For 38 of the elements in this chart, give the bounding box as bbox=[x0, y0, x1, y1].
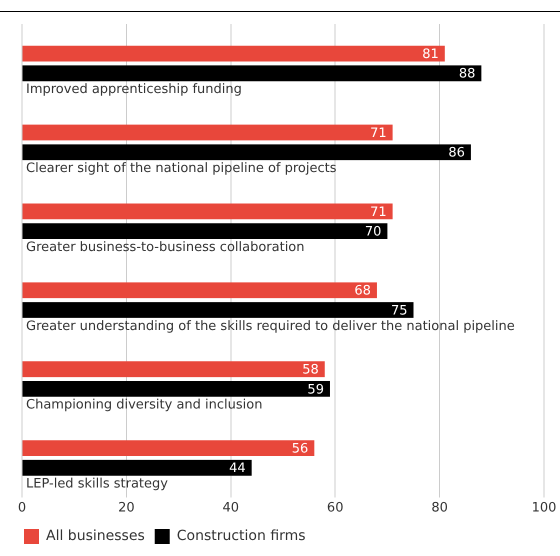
bar bbox=[22, 440, 314, 456]
data-label: 44 bbox=[229, 461, 246, 476]
data-label: 75 bbox=[390, 303, 408, 318]
bar bbox=[22, 124, 393, 140]
x-tick-label: 40 bbox=[222, 500, 240, 516]
x-tick-label: 20 bbox=[118, 500, 135, 516]
y-tick-label: LEP-led skills strategy bbox=[26, 476, 168, 492]
data-label: 71 bbox=[370, 204, 387, 220]
legend-label: All businesses bbox=[46, 528, 145, 544]
y-tick-label: Championing diversity and inclusion bbox=[26, 398, 262, 413]
y-tick-label: Improved apprenticeship funding bbox=[26, 82, 242, 98]
bar bbox=[22, 46, 445, 62]
x-tick-label: 60 bbox=[326, 500, 344, 516]
data-label: 56 bbox=[292, 441, 308, 456]
y-tick-label: Clearer sight of the national pipeline of projects bbox=[26, 160, 337, 176]
data-label: 58 bbox=[302, 362, 319, 378]
bar bbox=[22, 65, 482, 82]
data-label: 81 bbox=[422, 46, 439, 62]
bar bbox=[22, 381, 330, 397]
bar bbox=[22, 144, 471, 160]
legend-label: Construction firms bbox=[176, 528, 306, 544]
x-tick-label: 100 bbox=[532, 500, 556, 516]
x-tick-label: 0 bbox=[18, 500, 26, 516]
data-label: 88 bbox=[458, 66, 476, 82]
data-label: 71 bbox=[370, 126, 387, 141]
bar bbox=[22, 282, 377, 298]
bar bbox=[22, 204, 393, 220]
y-tick-label: Greater understanding of the skills required to deliver the national pipeline bbox=[26, 318, 515, 334]
x-tick-label: 80 bbox=[431, 500, 448, 516]
bar bbox=[22, 460, 252, 476]
data-label: 59 bbox=[307, 382, 324, 398]
bar bbox=[22, 302, 414, 318]
data-label: 68 bbox=[354, 284, 371, 299]
data-label: 70 bbox=[364, 224, 382, 240]
bar bbox=[22, 223, 388, 240]
bar bbox=[22, 361, 325, 378]
data-label: 86 bbox=[448, 146, 465, 161]
y-tick-label: Greater business-to-business collaboration bbox=[26, 240, 305, 255]
